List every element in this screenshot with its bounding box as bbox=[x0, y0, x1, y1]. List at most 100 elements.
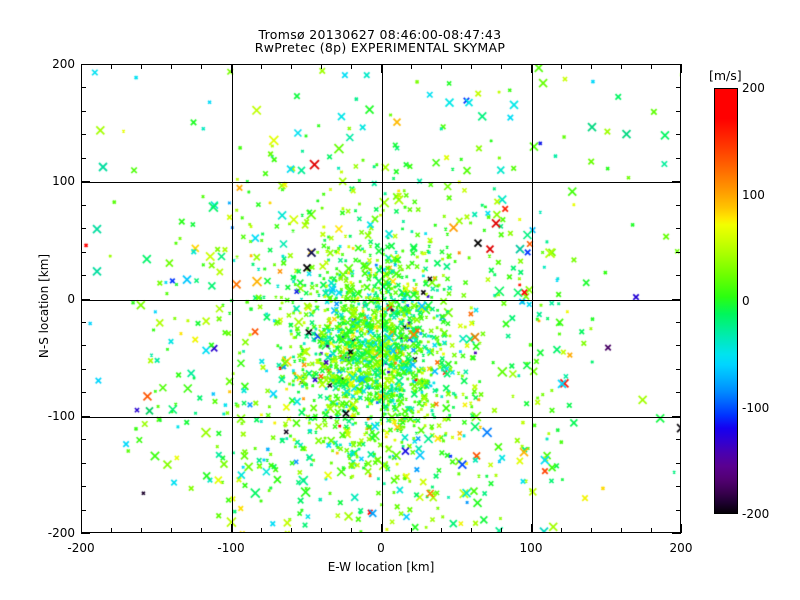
x-major-tick-top bbox=[531, 64, 532, 73]
x-major-tick-top bbox=[231, 64, 232, 73]
x-minor-tick-top bbox=[591, 64, 592, 69]
x-tick-label: -100 bbox=[217, 541, 245, 555]
scatter-plot-canvas bbox=[82, 65, 680, 532]
x-minor-tick bbox=[651, 528, 652, 533]
x-major-tick-top bbox=[681, 64, 682, 73]
x-minor-tick bbox=[501, 528, 502, 533]
y-minor-tick bbox=[81, 205, 86, 206]
y-minor-tick bbox=[81, 228, 86, 229]
y-tick-label: -100 bbox=[47, 408, 75, 423]
y-minor-tick-right bbox=[676, 439, 681, 440]
y-minor-tick bbox=[81, 322, 86, 323]
y-minor-tick bbox=[81, 158, 86, 159]
x-minor-tick-top bbox=[201, 64, 202, 69]
y-minor-tick-right bbox=[676, 322, 681, 323]
x-minor-tick bbox=[201, 528, 202, 533]
x-minor-tick bbox=[621, 528, 622, 533]
y-major-tick-right bbox=[672, 181, 681, 182]
x-major-tick bbox=[81, 524, 82, 533]
x-minor-tick bbox=[291, 528, 292, 533]
gridline-vertical bbox=[532, 65, 533, 532]
y-minor-tick bbox=[81, 275, 86, 276]
colorbar-gradient bbox=[714, 88, 738, 514]
y-minor-tick-right bbox=[676, 463, 681, 464]
y-axis-label: N-S location [km] bbox=[37, 253, 51, 359]
chart-title: Tromsø 20130627 08:46:00-08:47:43 RwPret… bbox=[0, 28, 760, 54]
y-tick-label: 200 bbox=[52, 57, 75, 71]
colorbar-tick-label: -200 bbox=[742, 507, 770, 521]
x-major-tick bbox=[381, 524, 382, 533]
gridline-horizontal bbox=[82, 416, 680, 418]
y-minor-tick bbox=[81, 510, 86, 511]
y-tick-label: 0 bbox=[67, 291, 75, 306]
y-minor-tick-right bbox=[676, 228, 681, 229]
y-minor-tick-right bbox=[676, 392, 681, 393]
x-minor-tick bbox=[321, 528, 322, 533]
x-minor-tick-top bbox=[441, 64, 442, 69]
y-minor-tick-right bbox=[676, 486, 681, 487]
x-minor-tick-top bbox=[321, 64, 322, 69]
y-minor-tick bbox=[81, 392, 86, 393]
y-minor-tick-right bbox=[676, 87, 681, 88]
x-minor-tick-top bbox=[501, 64, 502, 69]
y-major-tick-right bbox=[672, 64, 681, 65]
x-tick-label: 200 bbox=[669, 541, 693, 555]
x-minor-tick-top bbox=[261, 64, 262, 69]
x-major-tick-top bbox=[81, 64, 82, 73]
x-major-tick-top bbox=[381, 64, 382, 73]
y-minor-tick-right bbox=[676, 252, 681, 253]
y-minor-tick bbox=[81, 463, 86, 464]
colorbar-unit-label: [m/s] bbox=[709, 68, 742, 83]
x-tick-label: 100 bbox=[519, 541, 543, 555]
y-major-tick bbox=[81, 64, 90, 65]
gridline-horizontal bbox=[82, 299, 680, 301]
colorbar-tick-label: 200 bbox=[742, 81, 765, 95]
x-major-tick bbox=[681, 524, 682, 533]
x-minor-tick bbox=[471, 528, 472, 533]
gridline-vertical bbox=[232, 65, 233, 532]
plot-area bbox=[81, 64, 681, 533]
title-line-2: RwPretec (8p) EXPERIMENTAL SKYMAP bbox=[254, 40, 506, 55]
plot-inner bbox=[82, 65, 680, 532]
x-minor-tick-top bbox=[561, 64, 562, 69]
x-minor-tick bbox=[141, 528, 142, 533]
x-minor-tick-top bbox=[111, 64, 112, 69]
x-tick-label: 0 bbox=[377, 541, 385, 555]
y-minor-tick bbox=[81, 252, 86, 253]
gridline-vertical bbox=[382, 65, 383, 532]
y-minor-tick bbox=[81, 87, 86, 88]
y-minor-tick-right bbox=[676, 345, 681, 346]
x-minor-tick bbox=[111, 528, 112, 533]
y-major-tick-right bbox=[672, 416, 681, 417]
y-minor-tick bbox=[81, 486, 86, 487]
colorbar-tick-label: 100 bbox=[742, 187, 765, 202]
x-minor-tick-top bbox=[171, 64, 172, 69]
y-major-tick bbox=[81, 416, 90, 417]
x-major-tick bbox=[231, 524, 232, 533]
y-minor-tick-right bbox=[676, 369, 681, 370]
x-minor-tick-top bbox=[471, 64, 472, 69]
x-minor-tick-top bbox=[351, 64, 352, 69]
y-major-tick-right bbox=[672, 299, 681, 300]
y-minor-tick bbox=[81, 111, 86, 112]
x-minor-tick bbox=[351, 528, 352, 533]
x-axis-label: E-W location [km] bbox=[327, 560, 435, 574]
y-major-tick-right bbox=[672, 533, 681, 534]
x-tick-label: -200 bbox=[67, 541, 95, 555]
y-tick-label: -200 bbox=[47, 526, 75, 540]
x-minor-tick bbox=[441, 528, 442, 533]
colorbar-tick-label: 0 bbox=[742, 294, 750, 308]
x-minor-tick-top bbox=[411, 64, 412, 69]
y-minor-tick bbox=[81, 134, 86, 135]
colorbar-tick-label: -100 bbox=[742, 400, 770, 415]
gridline-horizontal bbox=[82, 182, 680, 184]
y-tick-label: 100 bbox=[52, 174, 75, 189]
y-minor-tick-right bbox=[676, 205, 681, 206]
y-major-tick bbox=[81, 299, 90, 300]
x-minor-tick bbox=[411, 528, 412, 533]
x-minor-tick bbox=[561, 528, 562, 533]
y-minor-tick bbox=[81, 369, 86, 370]
y-minor-tick bbox=[81, 345, 86, 346]
colorbar-wrap bbox=[714, 88, 738, 514]
